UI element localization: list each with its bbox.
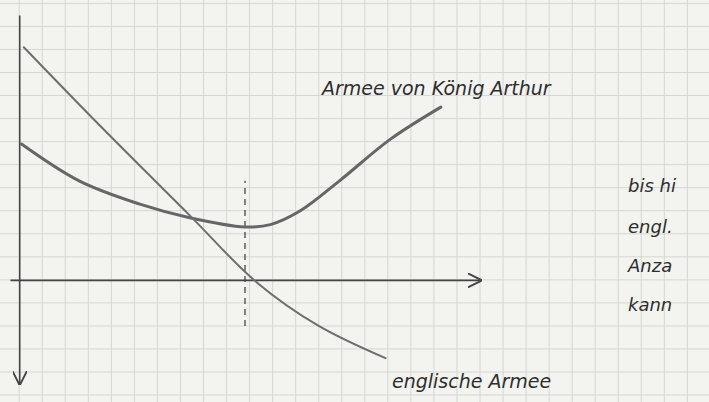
paper-line	[387, 0, 388, 402]
paper-line	[88, 0, 89, 402]
series-label: englische Armee	[392, 370, 551, 392]
paper-line	[0, 49, 709, 50]
paper-line	[0, 302, 709, 303]
chart: Armee von König Arthur englische Armee bis…	[0, 0, 709, 402]
paper-line	[0, 256, 709, 257]
series-line	[22, 107, 441, 227]
paper-line	[249, 0, 250, 402]
paper-line	[549, 0, 550, 402]
paper-line	[503, 0, 504, 402]
paper-line	[641, 0, 642, 402]
series-label: Armee von König Arthur	[320, 77, 552, 99]
paper-line	[456, 0, 457, 402]
paper-line	[410, 0, 411, 402]
paper-line	[0, 348, 709, 349]
paper-line	[19, 0, 20, 402]
paper-line	[0, 72, 709, 73]
paper-line	[203, 0, 204, 402]
paper-line	[180, 0, 181, 402]
annotation: kann	[628, 294, 672, 315]
paper-line	[0, 3, 709, 4]
paper-line	[0, 210, 709, 211]
paper-line	[664, 0, 665, 402]
paper-line	[687, 0, 688, 402]
paper-line	[618, 0, 619, 402]
paper-line	[341, 0, 342, 402]
paper-line	[0, 118, 709, 119]
y-axis	[19, 16, 20, 385]
paper-line	[0, 233, 709, 234]
paper-line	[595, 0, 596, 402]
paper-line	[318, 0, 319, 402]
paper-line	[364, 0, 365, 402]
paper-line	[0, 372, 709, 373]
paper-line	[272, 0, 273, 402]
vertical-marker	[244, 181, 245, 326]
paper-line	[0, 164, 709, 165]
paper-line	[433, 0, 434, 402]
paper-line	[0, 279, 709, 280]
paper-line	[0, 141, 709, 142]
paper-line	[295, 0, 296, 402]
y-axis-line	[19, 16, 21, 385]
paper-line	[480, 0, 481, 402]
paper-line	[572, 0, 573, 402]
paper-line	[157, 0, 158, 402]
paper-line	[226, 0, 227, 402]
annotation: bis hi	[628, 175, 676, 196]
paper-line	[111, 0, 112, 402]
annotation: engl.	[628, 216, 673, 237]
paper-line	[65, 0, 66, 402]
graph-paper	[0, 0, 709, 402]
paper-line	[0, 395, 709, 396]
paper-line	[0, 26, 709, 27]
paper-line	[526, 0, 527, 402]
paper-line	[0, 187, 709, 188]
paper-line	[0, 325, 709, 326]
paper-line	[42, 0, 43, 402]
annotation: Anza	[627, 255, 672, 276]
